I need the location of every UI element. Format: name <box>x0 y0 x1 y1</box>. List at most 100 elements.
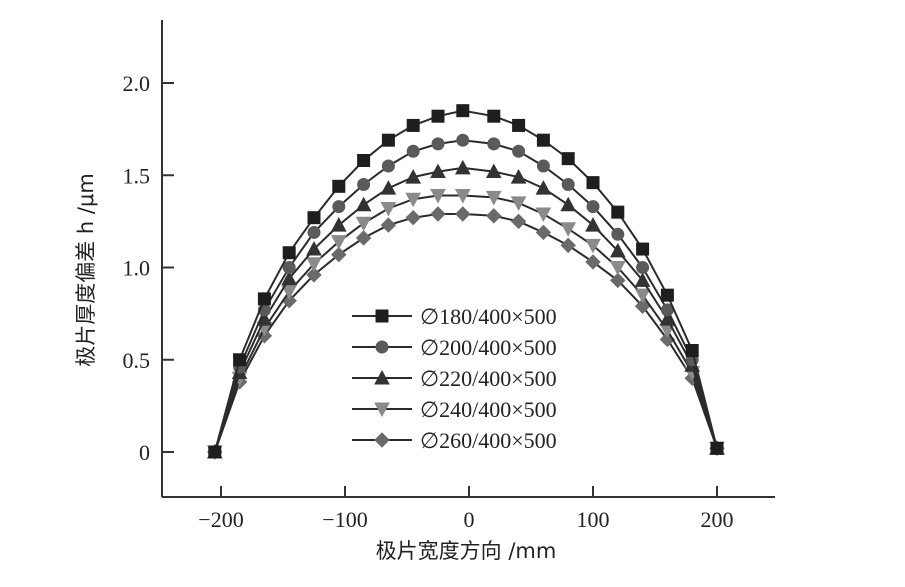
data-point <box>510 169 527 184</box>
legend-label: ∅260/400×500 <box>420 428 557 453</box>
data-point <box>710 441 724 455</box>
legend-label: ∅180/400×500 <box>420 304 557 329</box>
data-point <box>485 163 502 179</box>
data-point <box>357 153 371 167</box>
data-point <box>406 118 420 132</box>
data-point <box>430 163 446 179</box>
data-point <box>355 196 372 212</box>
series-3 <box>206 159 725 459</box>
data-point <box>430 206 446 222</box>
data-point <box>405 192 422 208</box>
data-point <box>282 246 296 260</box>
data-point <box>560 196 577 212</box>
data-point <box>281 284 298 300</box>
data-point <box>208 445 222 459</box>
data-point <box>307 211 321 225</box>
data-point <box>634 298 651 314</box>
legend-label: ∅220/400×500 <box>420 366 557 391</box>
x-axis-label: 极片宽度方向 /mm <box>376 539 557 563</box>
data-point <box>257 292 271 306</box>
y-tick-label: 2.0 <box>123 71 151 96</box>
data-point <box>560 237 576 254</box>
data-point <box>355 230 372 246</box>
x-tick-label: 0 <box>464 507 475 532</box>
data-point <box>282 261 296 274</box>
data-point <box>454 159 471 175</box>
data-point <box>355 216 372 232</box>
data-point <box>405 169 422 184</box>
data-point <box>380 180 397 195</box>
data-point <box>455 206 471 222</box>
data-point <box>454 189 471 204</box>
legend: ∅180/400×500 ∅200/400×500 ∅220/400×500 ∅240… <box>352 304 557 453</box>
x-tick-label: −100 <box>322 507 367 532</box>
legend-marker <box>374 369 390 385</box>
data-point <box>431 109 445 123</box>
data-point <box>330 235 347 250</box>
series-1 <box>208 104 724 459</box>
legend-marker <box>375 309 389 323</box>
data-point <box>561 152 575 166</box>
legend-label: ∅240/400×500 <box>420 397 557 422</box>
data-point <box>332 200 346 214</box>
y-tick-label: 0.5 <box>123 348 151 373</box>
data-point <box>381 133 395 147</box>
series-layer <box>206 104 725 461</box>
data-point <box>332 179 346 193</box>
x-ticks: −200 −100 0 100 200 <box>198 486 734 532</box>
data-point <box>610 272 626 289</box>
legend-marker <box>374 402 390 418</box>
data-point <box>660 288 674 302</box>
data-point <box>487 109 501 123</box>
data-point <box>306 240 322 256</box>
y-tick-label: 1.0 <box>123 256 151 281</box>
data-point <box>405 209 421 226</box>
data-point <box>611 205 625 219</box>
x-tick-label: 100 <box>577 507 610 532</box>
data-point <box>487 137 501 151</box>
axes <box>161 20 775 498</box>
data-point <box>331 246 347 263</box>
data-point <box>585 238 601 254</box>
legend-marker <box>375 340 389 354</box>
data-point <box>233 353 247 367</box>
data-point <box>357 177 371 191</box>
data-point <box>611 227 625 241</box>
data-point <box>485 190 502 206</box>
data-point <box>306 267 322 283</box>
data-point <box>634 272 651 287</box>
data-point <box>536 133 550 147</box>
data-point <box>456 104 470 118</box>
legend-label: ∅200/400×500 <box>420 335 557 360</box>
x-tick-label: −200 <box>198 507 243 532</box>
data-point <box>380 217 397 233</box>
x-tick-label: 200 <box>701 507 734 532</box>
data-point <box>430 189 446 204</box>
data-point <box>636 242 650 256</box>
data-point <box>609 261 626 276</box>
data-point <box>535 207 552 223</box>
data-point <box>535 224 552 241</box>
data-point <box>585 254 601 270</box>
data-point <box>306 257 322 272</box>
data-point <box>381 159 395 173</box>
data-point <box>431 137 445 151</box>
data-point <box>560 222 577 237</box>
data-point <box>536 159 550 173</box>
data-point <box>456 133 470 147</box>
data-point <box>561 177 575 191</box>
data-point <box>609 242 626 258</box>
data-point <box>406 144 420 158</box>
data-point <box>636 261 650 274</box>
data-point <box>510 196 527 211</box>
data-point <box>586 200 600 214</box>
data-point <box>512 144 526 158</box>
data-point <box>380 201 397 217</box>
data-point <box>510 213 527 230</box>
data-point <box>512 118 526 132</box>
data-point <box>585 217 601 232</box>
data-point <box>330 217 347 232</box>
legend-marker <box>374 432 390 448</box>
data-point <box>685 344 699 358</box>
data-point <box>486 208 502 224</box>
